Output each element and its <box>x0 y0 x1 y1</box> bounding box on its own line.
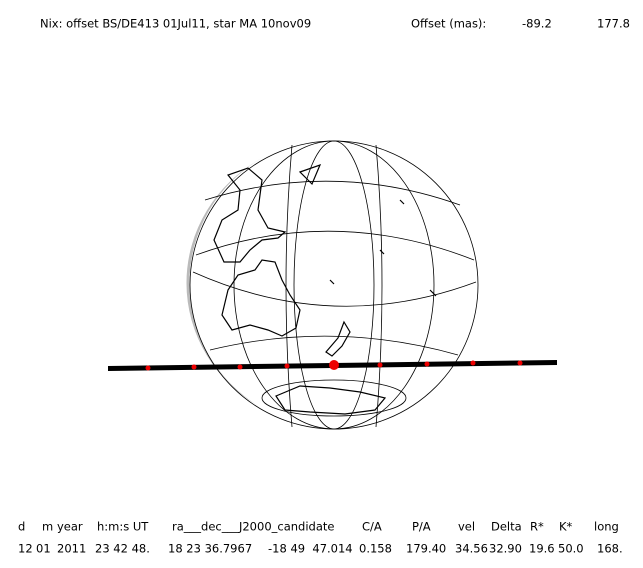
offset-label: Offset (mas): <box>411 17 486 31</box>
time-marker <box>191 364 197 370</box>
column-header: P/A <box>412 520 431 534</box>
time-marker <box>145 365 151 371</box>
islands <box>298 163 437 297</box>
table-cell: 19.6 <box>529 542 555 556</box>
time-marker <box>377 362 383 368</box>
column-header: R* <box>530 520 544 534</box>
parallel <box>192 271 477 307</box>
central-marker <box>329 360 339 370</box>
antarctica <box>275 385 387 415</box>
offset-ra: -89.2 <box>522 17 552 31</box>
meridian <box>233 140 435 430</box>
time-marker <box>517 360 523 366</box>
table-cell: 32.90 <box>489 542 522 556</box>
time-marker <box>424 361 430 367</box>
globe <box>186 140 479 430</box>
time-marker <box>284 363 290 369</box>
column-header: vel <box>458 520 475 534</box>
table-cell: 179.40 <box>406 542 446 556</box>
table-cell: -18 49 47.014 <box>268 542 353 556</box>
time-marker <box>237 364 243 370</box>
table-cell: 01 <box>36 542 51 556</box>
polar-circle <box>261 379 407 417</box>
column-header: long <box>594 520 619 534</box>
offset-dec: 177.8 <box>597 17 630 31</box>
title: Nix: offset BS/DE413 01Jul11, star MA 10… <box>40 17 311 31</box>
table-cell: 168. <box>597 542 623 556</box>
column-header: K* <box>559 520 573 534</box>
column-header: C/A <box>362 520 382 534</box>
column-header: h:m:s UT <box>97 520 149 534</box>
table-cell: 0.158 <box>359 542 392 556</box>
table-cell: 18 23 36.7967 <box>168 542 252 556</box>
table-cell: 50.0 <box>558 542 584 556</box>
column-header: Delta <box>491 520 522 534</box>
event-table: d m year h:m:s UT ra___dec___J2000_candidate… <box>18 520 623 556</box>
new-zealand <box>325 320 351 357</box>
table-cell: 2011 <box>57 542 86 556</box>
column-header: d <box>18 520 25 534</box>
table-cell: 12 <box>18 542 33 556</box>
column-header: year <box>57 520 83 534</box>
asia-coast <box>213 167 287 263</box>
time-marker <box>470 360 476 366</box>
table-cell: 23 42 48. <box>95 542 150 556</box>
australia <box>221 259 301 337</box>
parallel <box>195 230 475 261</box>
shadow-track <box>108 360 557 371</box>
column-header: ra___dec___J2000_candidate <box>172 520 334 534</box>
parallel <box>204 180 461 206</box>
column-header: m <box>42 520 53 534</box>
parallel <box>209 335 459 356</box>
meridian <box>375 144 383 428</box>
table-cell: 34.56 <box>455 542 488 556</box>
